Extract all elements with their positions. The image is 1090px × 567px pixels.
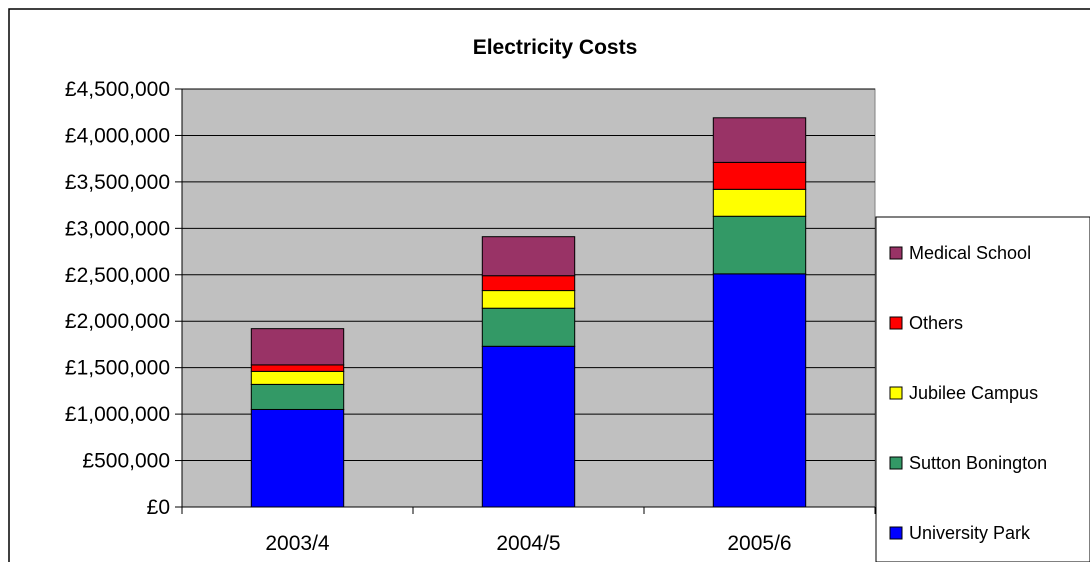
bar-segment (250, 408, 345, 508)
y-tick-label: £4,000,000 (65, 124, 170, 147)
legend-swatch (889, 246, 903, 260)
y-tick-label: £3,000,000 (65, 217, 170, 240)
legend-label: Sutton Bonington (909, 453, 1047, 473)
bar-segment (712, 215, 807, 275)
bars (250, 117, 807, 508)
bar-segment (481, 345, 576, 508)
y-tick-labels: £0 £500,000 £1,000,000 £1,500,000 £2,000,000… (65, 78, 170, 519)
legend-swatch (889, 526, 903, 540)
bar-segment (250, 328, 345, 366)
y-tick-label: £1,000,000 (65, 403, 170, 426)
legend-label: Jubilee Campus (909, 383, 1038, 403)
legend: Medical School Others Jubilee Campus Sutton… (889, 243, 1047, 543)
y-tick-label: £1,500,000 (65, 357, 170, 380)
x-tick-labels: 2003/4 2004/5 2005/6 (265, 532, 791, 555)
legend-swatch (889, 386, 903, 400)
bar-segment (481, 236, 576, 277)
y-tick-label: £3,500,000 (65, 171, 170, 194)
y-tick-label: £2,500,000 (65, 264, 170, 287)
y-tick-label: £500,000 (82, 450, 170, 473)
y-tick-label: £2,000,000 (65, 310, 170, 333)
bar-segment (250, 370, 345, 385)
x-tick-label: 2005/6 (727, 532, 791, 555)
legend-label: Medical School (909, 243, 1031, 263)
bar-segment (712, 117, 807, 163)
legend-label: Others (909, 313, 963, 333)
bar-segment (250, 364, 345, 372)
chart-title: Electricity Costs (473, 36, 638, 59)
bar-segment (712, 161, 807, 190)
bar-segment (481, 307, 576, 347)
bar-segment (481, 290, 576, 309)
y-tick-label: £4,500,000 (65, 78, 170, 101)
bar-segment (250, 383, 345, 410)
axes (175, 88, 876, 514)
x-tick-label: 2003/4 (265, 532, 330, 555)
legend-swatch (889, 316, 903, 330)
legend-swatch (889, 456, 903, 470)
legend-box (875, 216, 1090, 563)
bar-segment (481, 275, 576, 292)
bar-segment (712, 273, 807, 508)
legend-label: University Park (909, 523, 1031, 543)
y-tick-label: £0 (147, 496, 170, 519)
bar-segment (712, 188, 807, 217)
x-tick-label: 2004/5 (496, 532, 560, 555)
